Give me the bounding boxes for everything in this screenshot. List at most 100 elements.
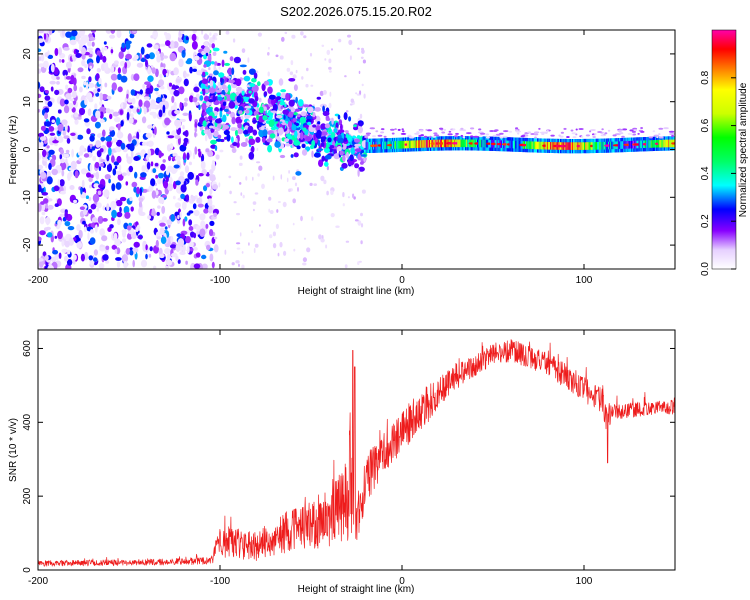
heatmap-cell xyxy=(267,52,270,56)
heatmap-cell xyxy=(319,90,324,96)
heatmap-cell xyxy=(66,259,73,266)
heatmap-cell xyxy=(131,181,138,188)
heatmap-cell xyxy=(155,174,159,179)
heatmap-cell xyxy=(83,153,90,158)
heatmap-cell xyxy=(150,105,157,110)
heatmap-cell xyxy=(129,105,134,109)
heatmap-cell xyxy=(223,129,230,136)
heatmap-cell xyxy=(136,186,140,195)
heatmap-cell xyxy=(252,120,258,123)
heatmap-cell xyxy=(119,206,122,213)
heatmap-cell xyxy=(114,238,121,247)
heatmap-cell xyxy=(82,208,88,216)
heatmap-cell xyxy=(229,190,232,195)
y-tick-label: 10 xyxy=(22,96,33,108)
snr-y-axis-label: SNR (10 * v/v) xyxy=(8,418,19,482)
heatmap-cell xyxy=(75,53,82,58)
heatmap-cell xyxy=(38,48,42,53)
heatmap-cell xyxy=(102,129,106,137)
heatmap-cell xyxy=(82,34,90,43)
heatmap-cell xyxy=(88,76,92,83)
heatmap-cell xyxy=(147,140,154,147)
heatmap-cell xyxy=(276,137,282,141)
heatmap-cell xyxy=(158,253,165,259)
heatmap-cell xyxy=(54,235,58,239)
heatmap-cell xyxy=(194,121,198,129)
heatmap-cell xyxy=(211,162,216,172)
heatmap-cell xyxy=(59,154,63,160)
heatmap-cell xyxy=(230,111,236,119)
heatmap-cell xyxy=(143,96,150,100)
heatmap-cell xyxy=(121,254,129,263)
heatmap-cell xyxy=(293,152,299,158)
heatmap-cell xyxy=(369,127,375,130)
heatmap-cell xyxy=(182,244,186,253)
heatmap-cell xyxy=(347,196,350,199)
heatmap-cell xyxy=(48,125,55,132)
heatmap-cell xyxy=(170,167,177,175)
heatmap-cell xyxy=(318,159,324,167)
heatmap-cell xyxy=(45,202,48,209)
heatmap-cell xyxy=(313,133,316,141)
heatmap-cell xyxy=(277,252,280,257)
heatmap-cell xyxy=(221,84,226,90)
heatmap-cell xyxy=(204,116,208,122)
heatmap-cell xyxy=(575,128,578,131)
heatmap-cell xyxy=(193,210,200,217)
heatmap-cell xyxy=(668,139,670,148)
heatmap-cell xyxy=(303,237,307,240)
heatmap-cell xyxy=(263,91,268,97)
heatmap-cell xyxy=(155,239,159,248)
heatmap-cell xyxy=(165,73,169,77)
heatmap-cell xyxy=(207,198,213,207)
heatmap-cell xyxy=(293,248,296,252)
heatmap-cell xyxy=(209,188,213,195)
heatmap-cell xyxy=(149,246,153,252)
heatmap-cell xyxy=(277,127,284,135)
heatmap-cell xyxy=(240,192,243,196)
heatmap-cell xyxy=(610,141,612,150)
heatmap-cell xyxy=(365,142,368,150)
heatmap-cell xyxy=(92,89,98,94)
y-tick-label: 0 xyxy=(22,146,33,152)
heatmap-cell xyxy=(119,60,126,67)
heatmap-cell xyxy=(201,78,209,85)
heatmap-cell xyxy=(407,140,409,149)
heatmap-cell xyxy=(357,153,362,161)
heatmap-cell xyxy=(98,263,105,269)
heatmap-cell xyxy=(169,143,174,150)
heatmap-cell xyxy=(110,49,114,54)
heatmap-cell xyxy=(312,112,316,118)
heatmap-cell xyxy=(502,130,509,133)
heatmap-cell xyxy=(212,95,217,102)
heatmap-cell xyxy=(572,136,577,139)
heatmap-cell xyxy=(118,164,122,172)
heatmap-cell xyxy=(79,86,83,93)
heatmap-cell xyxy=(209,80,214,87)
heatmap-cell xyxy=(215,89,222,93)
heatmap-cell xyxy=(280,106,283,110)
heatmap-cell xyxy=(588,142,591,150)
heatmap-cell xyxy=(473,135,479,138)
heatmap-cell xyxy=(340,123,343,131)
heatmap-cell xyxy=(579,142,582,150)
heatmap-cell xyxy=(126,156,133,164)
heatmap-cell xyxy=(455,132,459,135)
heatmap-cell xyxy=(530,141,533,149)
heatmap-cell xyxy=(161,194,167,198)
heatmap-cell xyxy=(57,135,64,143)
heatmap-cell xyxy=(236,212,240,216)
heatmap-cell xyxy=(38,236,42,242)
heatmap-cell xyxy=(196,197,203,204)
heatmap-cell xyxy=(467,139,469,148)
colorbar-label: Normalized spectral amplitude xyxy=(738,82,749,217)
heatmap-cell xyxy=(243,75,251,82)
heatmap-cell xyxy=(48,162,52,171)
heatmap-cell xyxy=(147,75,154,82)
heatmap-cell xyxy=(129,196,133,202)
heatmap-cell xyxy=(179,101,183,110)
heatmap-cell xyxy=(215,138,222,142)
heatmap-cell xyxy=(124,211,131,219)
heatmap-cell xyxy=(222,124,229,130)
heatmap-cell xyxy=(213,236,218,240)
